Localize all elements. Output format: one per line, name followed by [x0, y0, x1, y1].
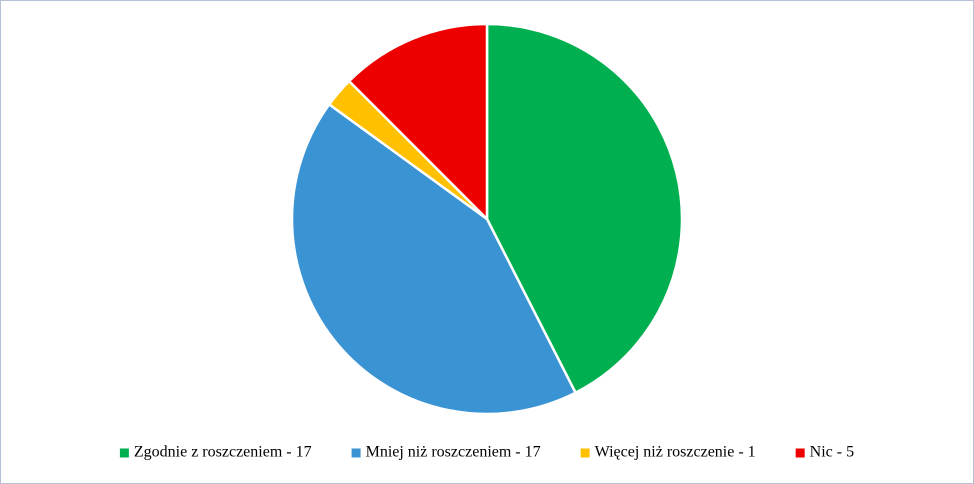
legend-label: Więcej niż roszczenie - 1 [595, 444, 756, 461]
pie-slice [485, 22, 684, 394]
pie [290, 22, 684, 416]
legend-label: Zgodnie z roszczeniem - 17 [134, 444, 312, 461]
pie-slice [290, 103, 577, 416]
legend-marker [351, 448, 361, 458]
legend-marker [119, 448, 129, 458]
legend-label: Nic - 5 [810, 444, 854, 461]
legend-marker [580, 448, 590, 458]
legend-label: Mniej niż roszczeniem - 17 [366, 444, 541, 461]
pie-slice [347, 22, 489, 221]
legend-marker [795, 448, 805, 458]
legend: Zgodnie z roszczeniem - 17 Mniej niż rosz… [119, 444, 854, 461]
